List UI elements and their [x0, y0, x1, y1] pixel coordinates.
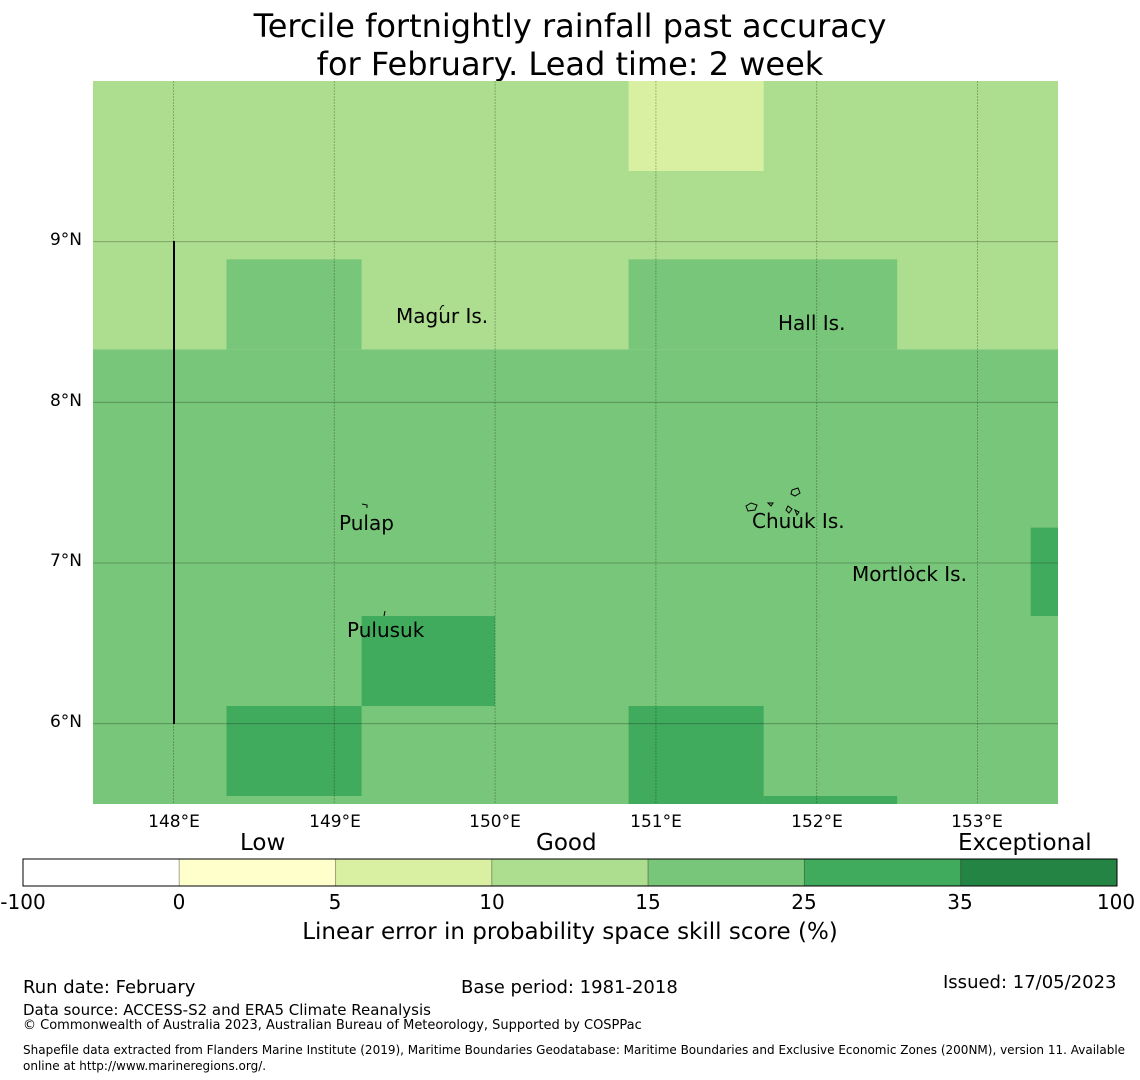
skill-cell-6 — [226, 705, 362, 796]
legend-tick-25: 25 — [791, 890, 817, 914]
lat-label-8n: 8°N — [49, 391, 82, 411]
legend-tick-35: 35 — [947, 890, 973, 914]
island-pulap — [361, 503, 368, 508]
lat-label-6n: 6°N — [49, 712, 82, 732]
legend-frame — [22, 858, 1118, 887]
shapefile-credit: Shapefile data extracted from Flanders M… — [23, 1043, 1126, 1073]
skill-cell-9 — [1030, 527, 1058, 617]
lon-label-148e: 148°E — [148, 812, 200, 832]
place-label-hall: Hall Is. — [778, 311, 846, 335]
legend-title: Linear error in probability space skill … — [302, 919, 838, 945]
legend-tick-neg100: -100 — [0, 890, 46, 914]
island-chuuk-5 — [794, 508, 800, 517]
legend-swatch-2 — [335, 858, 493, 887]
legend-category-good: Good — [536, 830, 597, 856]
island-chuuk-3 — [766, 502, 774, 507]
skill-cell-3 — [628, 259, 898, 350]
island-mortlock — [909, 565, 913, 570]
legend-swatch-4 — [647, 858, 805, 887]
legend-swatch-5 — [803, 858, 962, 887]
lon-label-150e: 150°E — [469, 812, 521, 832]
issued-date: Issued: 17/05/2023 — [943, 972, 1117, 993]
base-period: Base period: 1981-2018 — [461, 977, 678, 998]
lat-label-9n: 9°N — [49, 230, 82, 250]
skill-cell-5 — [361, 616, 496, 706]
lon-label-152e: 152°E — [791, 812, 843, 832]
place-label-magur: Magur Is. — [396, 304, 489, 328]
colorbar — [22, 858, 1118, 887]
lon-label-153e: 153°E — [951, 812, 1003, 832]
skill-cell-1 — [628, 81, 764, 171]
map-title-line2: for February. Lead time: 2 week — [316, 45, 824, 83]
lon-label-151e: 151°E — [630, 812, 682, 832]
legend-swatch-0 — [22, 858, 180, 887]
place-label-pulap: Pulap — [339, 511, 394, 535]
data-source: Data source: ACCESS-S2 and ERA5 Climate … — [23, 1001, 431, 1019]
island-outlines — [361, 305, 913, 617]
map-title-line1: Tercile fortnightly rainfall past accura… — [253, 7, 887, 45]
island-chuuk-2 — [745, 502, 758, 512]
skill-cell-8 — [763, 795, 898, 804]
island-chuuk-4 — [785, 505, 793, 514]
legend-swatch-3 — [491, 858, 649, 887]
place-label-pulusuk: Pulusuk — [347, 618, 425, 642]
lat-label-7n: 7°N — [49, 551, 82, 571]
skill-cell-2 — [226, 259, 362, 350]
island-magur — [439, 305, 445, 311]
legend-tick-10: 10 — [479, 890, 505, 914]
skill-cells — [93, 81, 1058, 804]
legend-tick-100: 100 — [1096, 890, 1136, 914]
legend-tick-0: 0 — [172, 890, 186, 914]
legend-category-low: Low — [240, 830, 286, 856]
island-chuuk-1 — [790, 487, 801, 497]
legend-tick-5: 5 — [328, 890, 342, 914]
lon-label-149e: 149°E — [309, 812, 361, 832]
copyright: © Commonwealth of Australia 2023, Austra… — [23, 1018, 642, 1033]
run-date: Run date: February — [23, 977, 196, 998]
legend-tick-15: 15 — [635, 890, 661, 914]
legend-swatch-1 — [178, 858, 337, 887]
graticule — [93, 81, 1058, 804]
legend-swatch-6 — [960, 858, 1118, 887]
place-label-chuuk: Chuuk Is. — [752, 509, 845, 533]
legend-category-exceptional: Exceptional — [958, 830, 1092, 856]
skill-cell-7 — [628, 705, 764, 804]
island-pulusuk — [383, 610, 386, 617]
place-label-mortlock: Mortlock Is. — [852, 562, 967, 586]
